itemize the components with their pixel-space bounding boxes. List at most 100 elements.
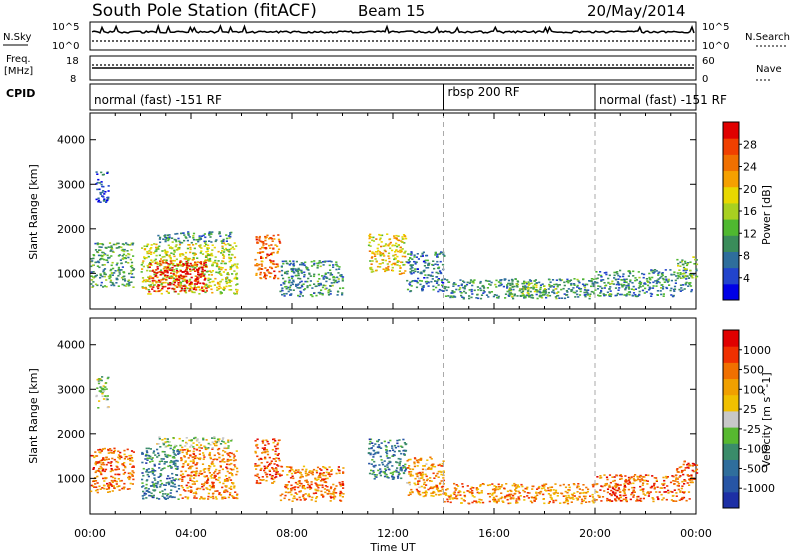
station-title: South Pole Station (fitACF) (92, 1, 317, 21)
colorbar-frame (722, 329, 740, 509)
nsky-bottom-tick: 10^0 (52, 41, 79, 52)
velocity-colorbar: 1000 500 100 25 -25 -100 -500 -1000 (722, 329, 775, 509)
colorbar-tick-label-1: 500 (743, 364, 764, 377)
colorbar-tick-label-6: 4 (743, 272, 750, 285)
y-tick-label-0: 1000 (57, 472, 85, 485)
colorbar-segment-3 (723, 235, 739, 252)
y-tick-label-1: 2000 (57, 428, 85, 441)
y-tick-label-3: 4000 (57, 134, 85, 147)
y-tick-label-0: 1000 (57, 267, 85, 280)
velocity-colorbar-label: Velocity [m s^-1] (760, 372, 773, 467)
x-tick-label-5: 20:00 (579, 527, 611, 540)
freq-bottom-tick: 8 (70, 74, 76, 85)
scatter-region-4 (156, 436, 233, 449)
time-axis-label: Time UT (369, 541, 415, 554)
power-axes: 1000 2000 3000 4000 (57, 113, 697, 309)
colorbar-segment-2 (723, 459, 739, 477)
power-ylabel: Slant Range [km] (27, 164, 40, 260)
colorbar-segment-7 (723, 170, 739, 188)
power-panel-frame (89, 112, 697, 310)
colorbar-tick-label-4: 12 (743, 227, 757, 240)
colorbar-segment-0 (723, 283, 739, 301)
x-tick-label-0: 00:00 (74, 527, 106, 540)
freq-top-tick: 18 (66, 56, 79, 67)
nsky-label: N.Sky (3, 32, 31, 43)
colorbar-tick-label-5: -100 (743, 443, 768, 456)
scatter-region-10 (507, 282, 560, 298)
nsearch-label: N.Search (745, 32, 790, 43)
colorbar-tick-label-2: 20 (743, 183, 757, 196)
beam-title: Beam 15 (358, 2, 425, 20)
nsky-panel-frame (89, 21, 697, 51)
velocity-axes: 1000 2000 3000 4000 (57, 318, 697, 514)
nsearch-top-tick: 10^5 (702, 22, 729, 33)
colorbar-tick-label-2: 100 (743, 383, 764, 396)
scatter-region-2 (141, 447, 181, 500)
nsky-line (91, 23, 695, 35)
scatter-region-9 (443, 482, 597, 505)
y-tick-label-3: 4000 (57, 339, 85, 352)
colorbar-tick-label-6: -500 (743, 462, 768, 475)
cpid-modes: normal (fast) -151 RF rbsp 200 RF normal (… (94, 84, 727, 110)
scatter-region-3 (178, 447, 239, 500)
nave-label: Nave (756, 64, 782, 75)
colorbar-segment-10 (723, 122, 739, 139)
power-colorbar-label: Power [dB] (760, 185, 773, 245)
scatter-region-5 (254, 234, 282, 280)
scatter-region-0 (90, 447, 135, 494)
colorbar-segment-10 (723, 330, 739, 347)
colorbar-tick-label-4: -25 (743, 423, 761, 436)
y-tick-label-2: 3000 (57, 178, 85, 191)
scatter-region-10 (595, 474, 693, 503)
colorbar-segment-8 (723, 154, 739, 172)
nsearch-bottom-tick: 10^0 (702, 41, 729, 52)
cpid-mode-0: normal (fast) -151 RF (94, 93, 222, 107)
time-axis: 00:00 04:00 08:00 12:00 16:00 20:00 00:00 (74, 527, 712, 540)
power-data-marks (90, 171, 699, 300)
cpid-label: CPID (6, 87, 35, 100)
cpid-band-frame (89, 83, 697, 111)
cpid-mode-2: normal (fast) -151 RF (599, 93, 727, 107)
scatter-region-1 (95, 376, 110, 409)
colorbar-segment-9 (723, 346, 739, 363)
nsky-top-tick: 10^5 (52, 22, 79, 33)
colorbar-segment-5 (723, 410, 739, 428)
colorbar-tick-label-0: 28 (743, 138, 757, 151)
colorbar-segment-6 (723, 186, 739, 204)
velocity-ylabel: Slant Range [km] (27, 368, 40, 464)
scatter-region-7 (367, 233, 408, 275)
x-tick-label-3: 12:00 (377, 527, 409, 540)
freq-panel-frame (89, 55, 697, 81)
scatter-region-3 (148, 260, 208, 293)
nave-bottom-tick: 0 (702, 74, 708, 85)
colorbar-segment-2 (723, 251, 739, 269)
scatter-region-6 (279, 260, 345, 298)
scatter-region-12 (676, 256, 699, 279)
scatter-region-11 (595, 269, 693, 298)
colorbar-segment-3 (723, 443, 739, 460)
scatter-region-4 (157, 231, 233, 244)
colorbar-tick-label-7: -1000 (743, 482, 775, 495)
colorbar-segment-5 (723, 202, 739, 220)
colorbar-tick-label-5: 8 (743, 250, 750, 263)
colorbar-segment-9 (723, 138, 739, 155)
colorbar-segment-6 (723, 394, 739, 412)
x-tick-label-1: 04:00 (175, 527, 207, 540)
freq-label-line1: Freq. (6, 54, 31, 65)
cpid-mode-1: rbsp 200 RF (448, 85, 520, 99)
scatter-region-5 (254, 438, 282, 485)
colorbar-tick-label-1: 24 (743, 161, 757, 174)
colorbar-segment-1 (723, 267, 739, 285)
y-tick-label-2: 3000 (57, 383, 85, 396)
power-colorbar: 28 24 20 16 12 8 4 (722, 121, 757, 301)
date-title: 20/May/2014 (587, 2, 685, 20)
colorbar-segment-7 (723, 378, 739, 396)
colorbar-segment-4 (723, 427, 739, 444)
colorbar-segment-8 (723, 362, 739, 380)
scatter-region-2 (140, 242, 239, 295)
colorbar-tick-label-3: 16 (743, 205, 757, 218)
colorbar-segment-1 (723, 475, 739, 493)
x-tick-label-4: 16:00 (478, 527, 510, 540)
colorbar-tick-label-3: 25 (743, 403, 757, 416)
